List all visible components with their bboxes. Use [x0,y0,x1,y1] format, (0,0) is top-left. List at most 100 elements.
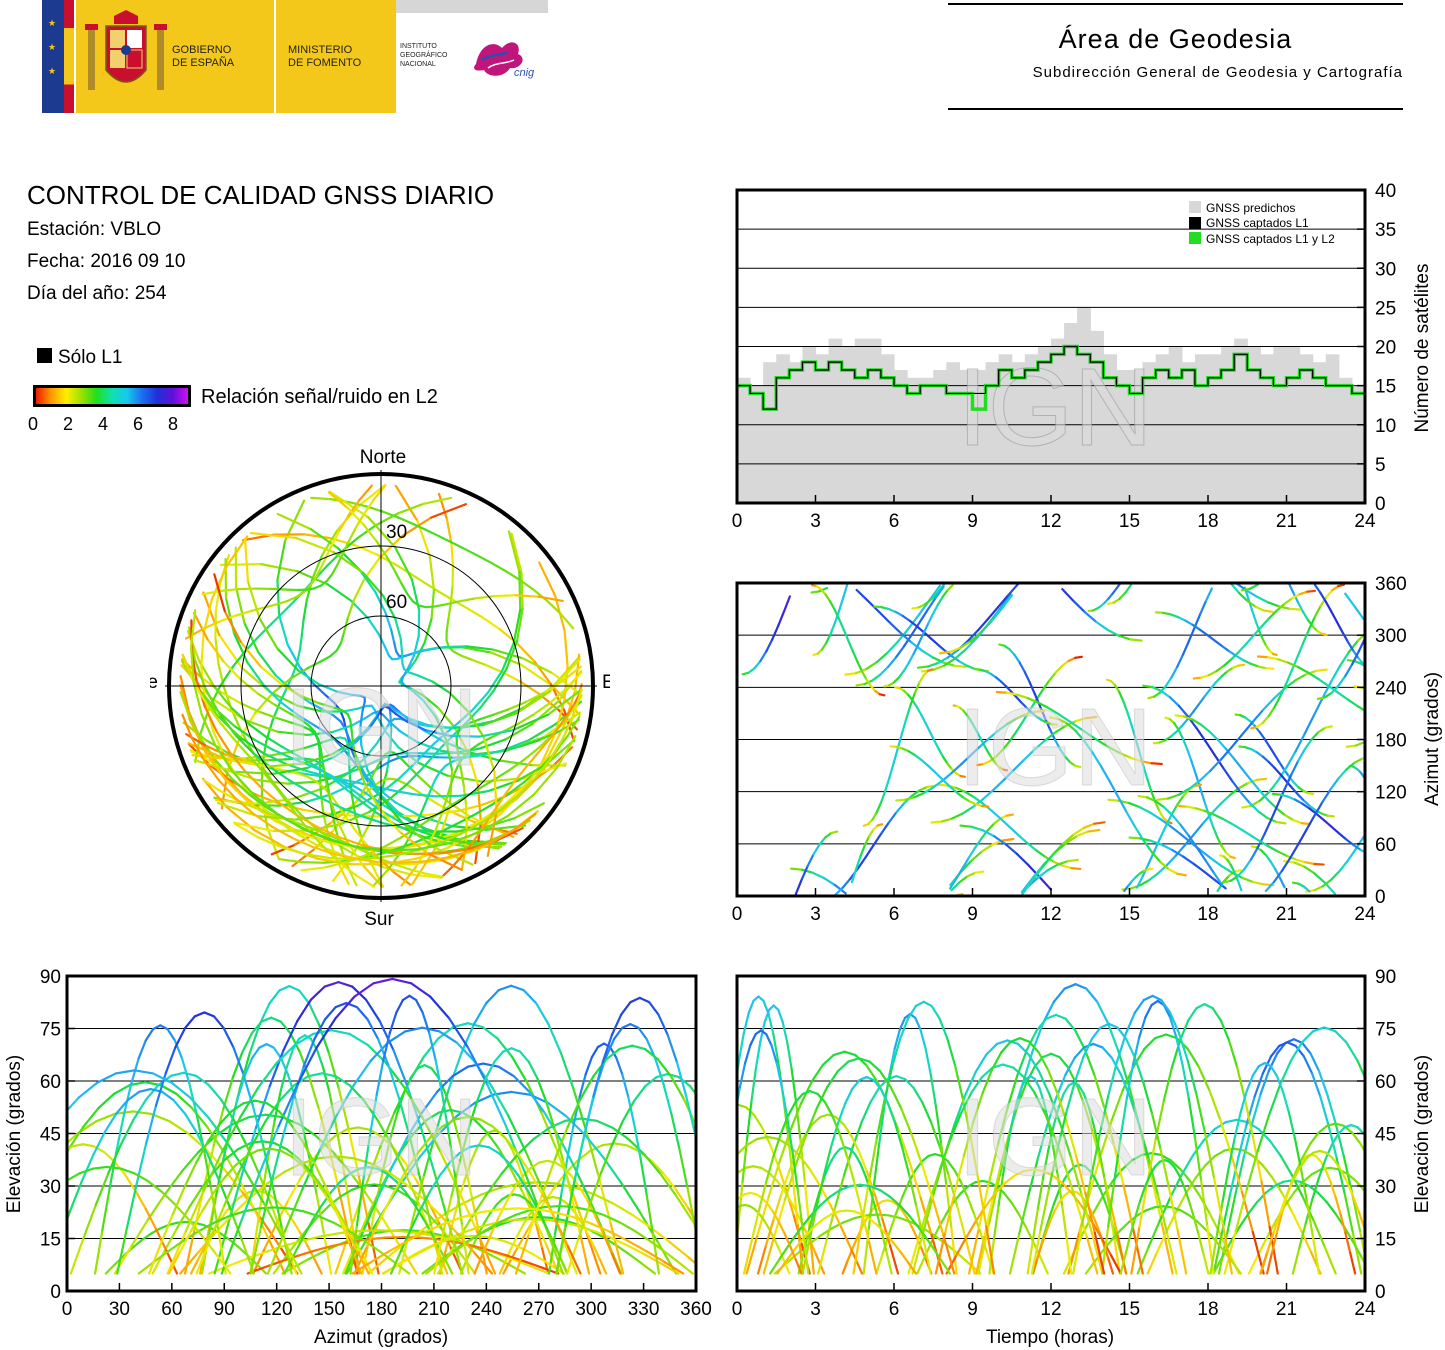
track-segment [513,802,545,820]
track-segment [245,1149,259,1158]
track-segment [472,752,488,758]
track-segment [936,595,944,606]
track-segment [1249,846,1259,861]
track-segment [449,586,454,606]
track-segment [207,1122,221,1143]
track-segment [700,1220,706,1237]
track-segment [260,1016,273,1023]
track-segment [1343,1123,1353,1129]
track-segment [876,1224,887,1235]
track-segment [137,1260,155,1275]
track-segment [959,774,966,778]
track-segment [402,652,414,658]
track-segment [276,512,312,531]
track-segment [375,540,389,559]
track-segment [341,707,359,713]
track-segment [1075,1200,1088,1239]
track-segment [1134,1199,1142,1218]
track-segment [511,713,550,732]
track-segment [387,704,398,713]
track-segment [1303,738,1313,751]
track-segment [860,1101,872,1124]
track-segment [512,608,522,645]
track-segment [298,634,303,651]
track-segment [491,1125,507,1140]
track-segment [364,783,381,810]
track-segment [484,1220,502,1232]
track-segment [1143,1174,1152,1188]
track-segment [1334,1122,1345,1127]
y-tick-label: 75 [1375,1020,1396,1041]
track-segment [419,1126,436,1175]
track-segment [307,723,316,733]
track-segment [1116,1234,1128,1275]
track-segment [1295,858,1307,864]
track-segment [263,1259,284,1269]
track-segment [1181,855,1195,865]
track-segment [218,721,232,737]
track-segment [522,1259,542,1269]
y-tick-label: 45 [40,1125,61,1146]
track-segment [1073,1056,1085,1084]
track-segment [294,1096,304,1128]
track-segment [1292,818,1303,825]
track-segment [645,1250,666,1264]
track-segment [1177,787,1191,796]
track-segment [215,1253,232,1275]
header-logo-block: ★ ★ ★ GOBIERNO DE ESPAÑA MINISTERIO DE F… [42,0,548,113]
track-segment [920,758,929,767]
track-segment [1018,1037,1031,1043]
track-segment [1228,650,1238,658]
track-segment [307,776,318,783]
track-segment [976,617,990,632]
track-segment [822,1213,833,1221]
track-segment [347,499,361,517]
track-segment [1015,852,1030,867]
track-segment [868,1136,879,1182]
track-segment [889,1244,900,1275]
track-segment [1138,1016,1147,1039]
track-segment [272,1046,283,1060]
track-segment [1256,1114,1271,1152]
track-segment [243,537,250,583]
track-segment [254,691,275,715]
x-tick-label: 3 [810,1299,821,1320]
track-segment [1294,733,1306,753]
track-segment [447,1133,457,1180]
track-segment [1310,731,1320,741]
track-segment [628,1253,644,1265]
track-segment [465,707,481,724]
track-segment [536,1208,549,1231]
track-segment [208,706,221,724]
track-segment [1003,1174,1016,1185]
track-segment [1272,869,1284,883]
track-segment [1264,667,1275,670]
track-segment [521,657,554,675]
track-segment [239,745,252,759]
track-segment [483,1211,492,1224]
track-segment [1392,830,1396,835]
track-segment [1284,669,1293,686]
track-segment [955,866,964,880]
track-segment [265,1043,275,1049]
track-segment [229,1239,241,1249]
track-segment [602,1233,614,1256]
track-segment [1236,879,1243,892]
track-segment [433,770,441,782]
track-segment [1008,730,1018,743]
track-segment [300,861,325,864]
track-segment [314,843,347,858]
track-segment [611,1126,630,1141]
track-segment [212,1176,226,1195]
track-segment [851,649,859,663]
track-segment [460,1224,470,1275]
track-segment [423,1219,435,1239]
track-segment [275,812,304,830]
track-segment [1354,660,1364,666]
track-segment [830,1221,845,1230]
track-segment [1191,718,1202,726]
track-segment [1046,863,1059,872]
track-segment [422,1243,435,1251]
track-segment [859,1162,867,1178]
track-segment [347,1128,360,1177]
